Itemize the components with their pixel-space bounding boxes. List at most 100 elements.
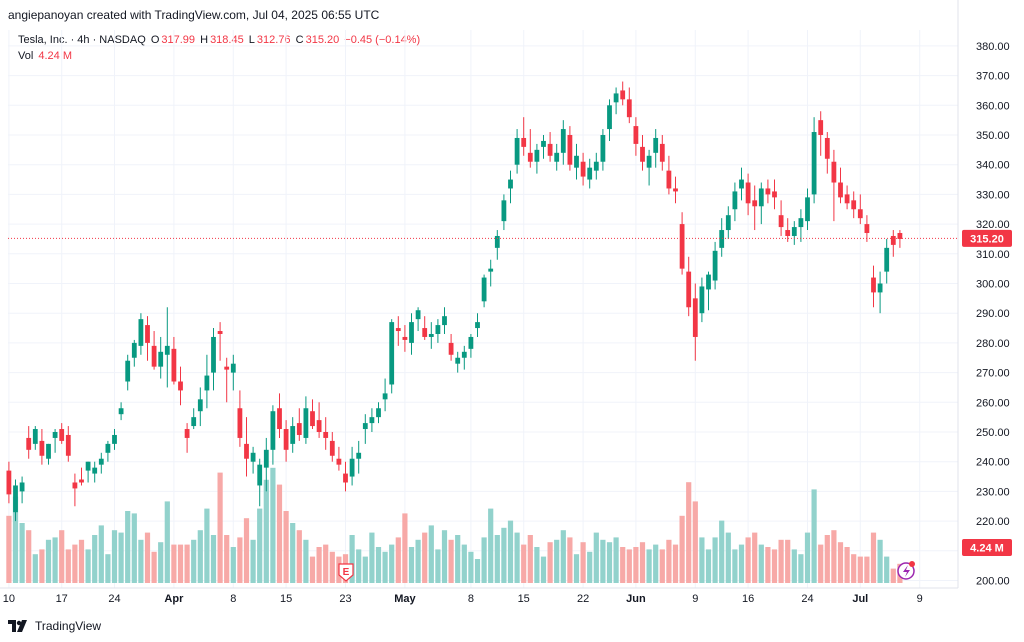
candle-body [422, 328, 428, 337]
time-tick-label: Jun [626, 593, 646, 605]
time-tick-label: 22 [577, 593, 589, 605]
candle-body [46, 443, 51, 459]
volume-bar [521, 544, 527, 583]
volume-bar [197, 530, 203, 583]
candle-body [527, 152, 533, 162]
time-tick-label: Jul [852, 593, 868, 605]
volume-bar [474, 559, 481, 583]
price-badge-text: 315.20 [970, 233, 1004, 245]
price-tick-label: 260.00 [976, 397, 1010, 409]
volume-bar [534, 547, 540, 583]
volume-bar [217, 472, 223, 583]
volume-bar [98, 525, 104, 583]
volume-bar [672, 544, 679, 583]
candle-body [85, 461, 91, 471]
dividend-event-icon[interactable] [897, 561, 915, 580]
volume-bar [884, 556, 890, 583]
candle-body [402, 336, 408, 340]
time-tick-label: 9 [917, 593, 923, 605]
price-badge-bg [962, 229, 1012, 247]
candle-body [145, 325, 150, 343]
candlestick-chart[interactable]: 380.00 370.00 360.00 350.00 340.00 330.00 320.… [0, 0, 1024, 610]
candle-body [395, 328, 401, 332]
candle-body [778, 215, 784, 228]
candle-body [52, 432, 58, 438]
volume-bar [230, 547, 236, 583]
price-badge: 315.20 [962, 229, 1012, 247]
earnings-event-marker[interactable]: E [338, 563, 354, 582]
candle-body [197, 399, 203, 412]
candle-body [745, 182, 751, 204]
volume-bar [415, 539, 421, 583]
volume-bar [811, 489, 817, 583]
volume-bar [752, 532, 758, 583]
tradingview-logo-icon[interactable] [8, 620, 30, 632]
candle-body [864, 224, 870, 234]
volume-bar [283, 511, 289, 583]
candle-body [824, 137, 830, 159]
price-axis[interactable]: 380.00 370.00 360.00 350.00 340.00 330.00 320.… [976, 41, 1010, 588]
volume-bar [309, 556, 316, 583]
volume-bar [210, 535, 217, 583]
candle-body [204, 375, 210, 391]
price-tick-label: 250.00 [976, 427, 1010, 439]
volume-bar [224, 535, 230, 583]
volume-bar [719, 520, 725, 583]
candle-body [580, 161, 586, 177]
candle-body [158, 351, 164, 367]
volume-bar [692, 501, 698, 583]
volume-bar [560, 530, 566, 583]
volume-bar [243, 518, 250, 583]
volume-bar [580, 542, 586, 583]
candle-body [699, 286, 705, 314]
price-tick-label: 280.00 [976, 338, 1010, 350]
time-tick-label: 9 [692, 593, 698, 605]
time-axis[interactable]: 10 17 24 Apr 8 15 23 May 8 15 22 Jun 9 16 24 Jul 9 [3, 593, 923, 605]
volume-badge-bg [962, 539, 1012, 556]
volume-bar [92, 535, 98, 583]
candle-body [296, 423, 302, 435]
chart-grid [0, 0, 959, 589]
candle-body [640, 146, 645, 162]
volume-bar [389, 544, 395, 583]
time-tick-label: 23 [339, 593, 351, 605]
volume-bar [111, 530, 118, 583]
low-value: 312.76 [256, 34, 291, 46]
volume-bar [125, 511, 131, 583]
volume-bar [131, 513, 137, 583]
candle-body [508, 179, 513, 189]
symbol-label[interactable]: Tesla, Inc. · 4h · NASDAQ [18, 34, 146, 46]
volume-bar [422, 532, 428, 583]
candle-body [831, 161, 837, 183]
candle-body [646, 155, 652, 168]
candle-body [323, 432, 329, 438]
volume-bar [765, 547, 771, 583]
volume-bar [323, 544, 329, 583]
volume-bar [877, 539, 883, 583]
volume-bar [164, 501, 170, 583]
candle-body [39, 440, 45, 456]
volume-bar [435, 549, 441, 583]
volume-bar [686, 482, 692, 583]
candle-body [151, 345, 157, 367]
volume-bar [547, 542, 553, 583]
time-tick-label: 15 [280, 593, 292, 605]
footer-brand[interactable]: TradingView [35, 619, 102, 633]
volume-bar [356, 549, 362, 583]
volume-bar [798, 554, 804, 583]
volume-bar [158, 542, 164, 583]
volume-bar [349, 535, 355, 583]
candle-body [32, 429, 38, 444]
close-label: C [295, 34, 304, 46]
volume-bar [626, 549, 632, 583]
candle-body [481, 277, 487, 302]
candle-body [805, 197, 810, 222]
candle-body [818, 120, 824, 135]
candle-body [692, 298, 698, 337]
volume-bar [725, 532, 731, 583]
candle-body [277, 408, 282, 430]
candle-body [468, 336, 474, 349]
candle-body [686, 271, 692, 308]
volume-bar [633, 547, 639, 583]
volume-bar [738, 544, 745, 583]
